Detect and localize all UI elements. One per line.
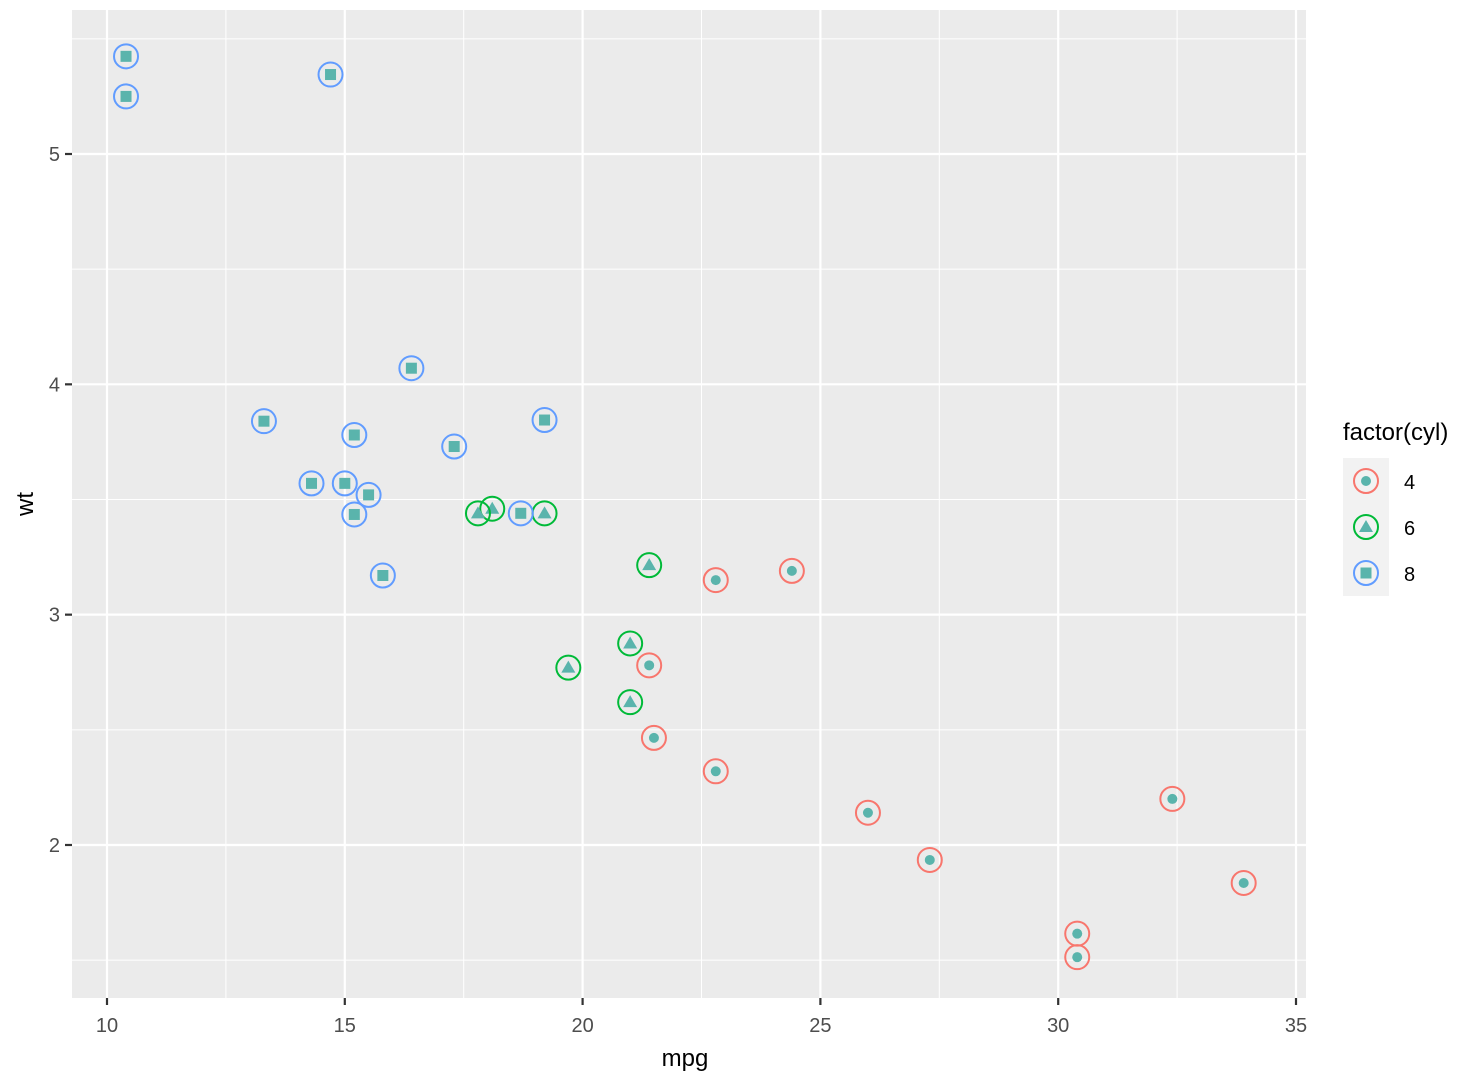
data-point xyxy=(507,500,534,527)
major-gridlines xyxy=(72,10,1306,998)
data-point xyxy=(341,501,368,528)
x-tick-label: 25 xyxy=(809,1015,831,1037)
legend: factor(cyl) 4 6 8 xyxy=(1343,419,1448,596)
data-point xyxy=(555,654,582,681)
legend-item-4: 4 xyxy=(1353,468,1415,494)
data-point xyxy=(355,481,382,508)
data-point xyxy=(531,407,558,434)
data-point xyxy=(113,83,140,110)
data-point xyxy=(369,562,396,589)
y-tick-label: 3 xyxy=(49,605,60,627)
data-point xyxy=(298,470,325,497)
data-point xyxy=(636,552,663,579)
legend-label: 8 xyxy=(1404,564,1415,586)
x-tick-label: 30 xyxy=(1047,1015,1069,1037)
y-axis: 2 3 4 5 xyxy=(49,144,72,857)
data-point xyxy=(398,355,425,382)
data-point xyxy=(1353,468,1379,494)
x-axis-title: mpg xyxy=(662,1045,709,1072)
data-point xyxy=(441,433,468,460)
x-tick-label: 20 xyxy=(571,1015,593,1037)
data-point xyxy=(317,61,344,88)
x-tick-label: 10 xyxy=(96,1015,118,1037)
data-point xyxy=(617,689,644,716)
y-tick-label: 2 xyxy=(49,835,60,857)
y-tick-label: 4 xyxy=(49,374,60,396)
legend-item-6: 6 xyxy=(1353,514,1415,540)
data-point xyxy=(702,758,729,785)
data-point xyxy=(1353,514,1379,540)
data-point xyxy=(1159,785,1186,812)
minor-gridlines xyxy=(72,10,1306,998)
data-point xyxy=(1353,560,1379,586)
data-point xyxy=(113,43,140,70)
data-point xyxy=(331,470,358,497)
legend-label: 6 xyxy=(1404,518,1415,540)
data-point xyxy=(640,724,667,751)
data-point xyxy=(702,567,729,594)
legend-label: 4 xyxy=(1404,472,1415,494)
data-point xyxy=(1064,944,1091,971)
data-point xyxy=(778,557,805,584)
data-point xyxy=(636,652,663,679)
data-point xyxy=(854,799,881,826)
legend-item-8: 8 xyxy=(1353,560,1415,586)
data-point xyxy=(250,408,277,435)
data-point xyxy=(464,500,491,527)
data-points xyxy=(113,43,1257,971)
data-point xyxy=(1230,869,1257,896)
y-axis-title: wt xyxy=(12,492,39,517)
plot-panel xyxy=(72,10,1306,998)
y-tick-label: 5 xyxy=(49,144,60,166)
x-tick-label: 35 xyxy=(1285,1015,1307,1037)
x-tick-label: 15 xyxy=(334,1015,356,1037)
data-point xyxy=(617,630,644,657)
data-point xyxy=(916,846,943,873)
data-point xyxy=(341,422,368,449)
legend-title: factor(cyl) xyxy=(1343,419,1448,446)
x-axis: 10 15 20 25 30 35 xyxy=(96,998,1307,1037)
